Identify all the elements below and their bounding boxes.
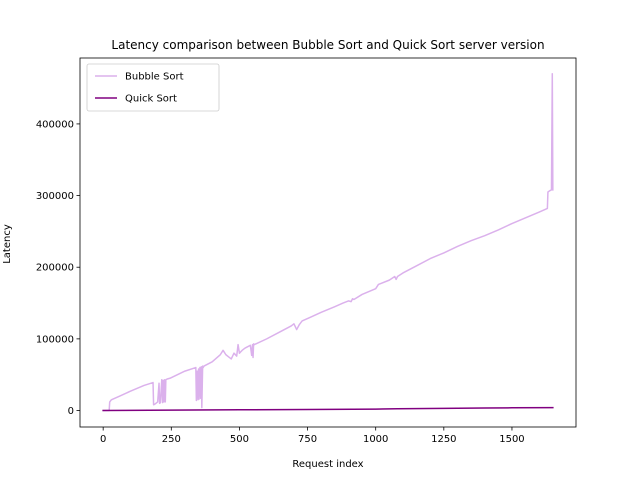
x-tick-label: 750 xyxy=(298,434,317,445)
series-line-quick-sort xyxy=(102,406,554,412)
legend-label-bubble-sort: Bubble Sort xyxy=(125,72,184,83)
x-tick-label: 0 xyxy=(100,434,106,445)
series-line-bubble-sort xyxy=(102,73,554,412)
y-axis-label: Latency xyxy=(2,224,13,264)
y-tick-label: 400000 xyxy=(36,119,74,130)
x-tick-label: 500 xyxy=(230,434,249,445)
x-tick-label: 1000 xyxy=(363,434,388,445)
x-tick-label: 250 xyxy=(162,434,181,445)
x-tick-label: 1250 xyxy=(431,434,456,445)
x-tick-label: 1500 xyxy=(499,434,524,445)
plot-area: 0 250 500 750 1000 1250 1500 0 100000 200000 30000… xyxy=(36,57,577,445)
legend-label-quick-sort: Quick Sort xyxy=(125,94,177,105)
y-tick-label: 0 xyxy=(68,406,74,417)
chart-title: Latency comparison between Bubble Sort a… xyxy=(111,38,544,52)
legend: Bubble Sort Quick Sort xyxy=(86,63,220,112)
y-tick-label: 200000 xyxy=(36,263,74,274)
x-axis-label: Request index xyxy=(292,459,363,470)
legend-box xyxy=(86,63,220,112)
axes-frame xyxy=(79,57,577,428)
y-tick-label: 300000 xyxy=(36,191,74,202)
y-tick-label: 100000 xyxy=(36,334,74,345)
